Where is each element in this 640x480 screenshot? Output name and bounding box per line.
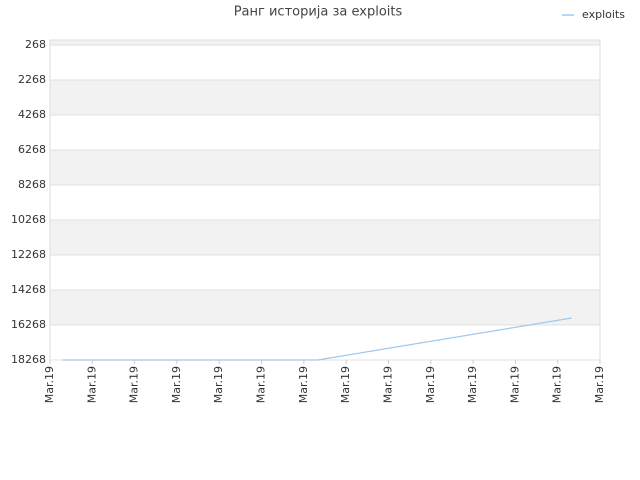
band <box>50 290 600 325</box>
x-tick-label: Mar.19 <box>381 366 394 403</box>
y-tick-label: 4268 <box>18 108 46 121</box>
y-tick-label: 18268 <box>11 353 46 366</box>
y-tick-label: 268 <box>25 38 46 51</box>
chart-title: Ранг историја за exploits <box>234 5 403 20</box>
y-tick-label: 12268 <box>11 248 46 261</box>
x-tick-label: Mar.19 <box>466 366 479 403</box>
y-tick-label: 8268 <box>18 178 46 191</box>
y-tick-label: 16268 <box>11 318 46 331</box>
x-tick-label: Mar.19 <box>424 366 437 403</box>
x-tick-label: Mar.19 <box>170 366 183 403</box>
y-tick-label: 2268 <box>18 73 46 86</box>
x-tick-label: Mar.19 <box>593 366 606 403</box>
x-tick-label: Mar.19 <box>43 366 56 403</box>
x-tick-label: Mar.19 <box>128 366 141 403</box>
x-tick-label: Mar.19 <box>551 366 564 403</box>
x-tick-label: Mar.19 <box>339 366 352 403</box>
x-tick-label: Mar.19 <box>508 366 521 403</box>
legend-label: exploits <box>582 8 625 21</box>
y-tick-label: 14268 <box>11 283 46 296</box>
x-tick-label: Mar.19 <box>212 366 225 403</box>
x-tick-label: Mar.19 <box>255 366 268 403</box>
x-tick-label: Mar.19 <box>297 366 310 403</box>
x-tick-label: Mar.19 <box>85 366 98 403</box>
band <box>50 40 600 46</box>
band <box>50 220 600 255</box>
band <box>50 150 600 185</box>
y-tick-label: 6268 <box>18 143 46 156</box>
band <box>50 80 600 115</box>
series-line <box>62 317 572 361</box>
y-tick-label: 10268 <box>11 213 46 226</box>
